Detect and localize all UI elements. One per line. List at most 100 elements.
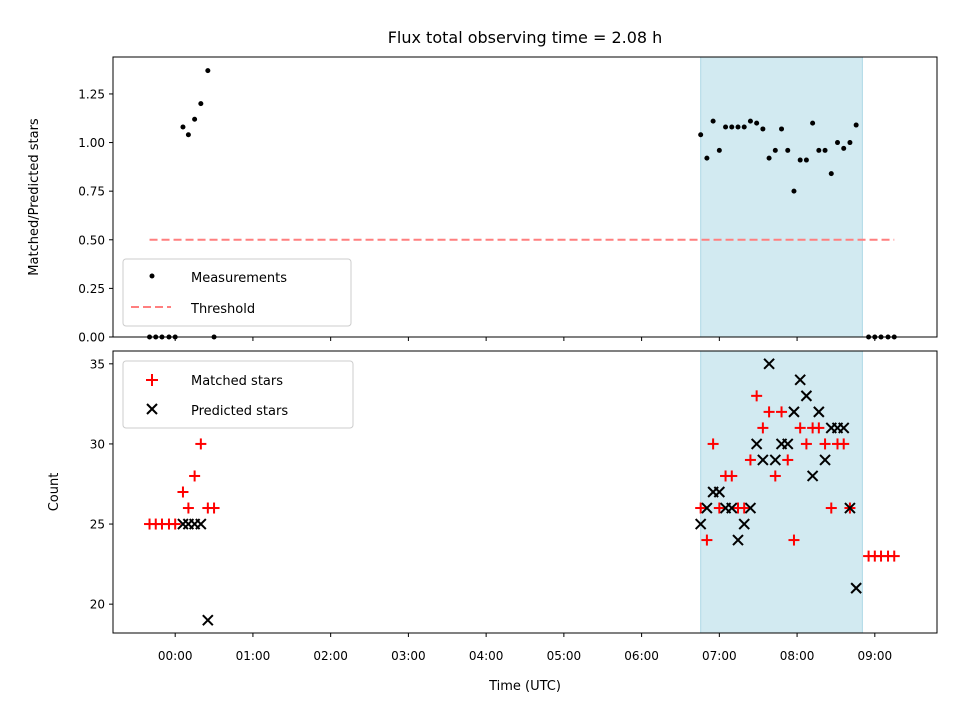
bottom-y-axis-label: Count [47, 473, 62, 512]
predicted-star-point [732, 534, 744, 546]
top-y-tick-label: 1.25 [78, 87, 105, 101]
legend-threshold-label: Threshold [190, 302, 255, 317]
predicted-star-point [744, 502, 757, 514]
matched-star-point [813, 422, 825, 434]
x-tick-label: 04:00 [469, 649, 504, 663]
matched-star-point [189, 470, 201, 482]
predicted-star-point [819, 454, 831, 466]
predicted-star-point [813, 406, 825, 418]
predicted-star-point [763, 358, 775, 370]
predicted-star-point [850, 582, 862, 594]
measurement-point [729, 124, 735, 130]
measurement-point [816, 147, 822, 153]
bottom-observing-window-layer [700, 350, 863, 634]
bottom-legend-box [122, 360, 354, 429]
measurement-point [723, 124, 729, 130]
measurement-point [822, 147, 828, 153]
measurement-point [785, 147, 791, 153]
predicted-star-point [694, 518, 707, 530]
measurement-point [754, 120, 760, 126]
measurement-point [704, 155, 710, 161]
matched-star-point [794, 422, 806, 434]
matched-star-point [182, 502, 194, 514]
measurement-point [192, 116, 198, 122]
legend-predicted-marker [146, 403, 158, 415]
observing-window-span-top [700, 56, 863, 338]
x-tick-label: 09:00 [858, 649, 893, 663]
predicted-star-point [202, 614, 214, 626]
measurement-point [205, 68, 211, 74]
measurement-point [847, 140, 853, 146]
predicted-star-point [806, 470, 819, 482]
x-tick-label: 05:00 [547, 649, 582, 663]
matched-star-point [819, 438, 831, 450]
top-y-axis-label: Matched/Predicted stars [27, 118, 42, 276]
x-tick-label: 08:00 [780, 649, 815, 663]
bottom-y-tick-label: 30 [90, 437, 105, 451]
predicted-star-point [838, 422, 850, 434]
top-y-tick-label: 0.00 [78, 331, 105, 345]
bottom-legend: Matched stars Predicted stars [122, 360, 354, 429]
bottom-x-ticks: 00:00 01:00 02:00 03:00 04:00 05:00 06:00 07:00… [158, 633, 892, 663]
matched-star-point [177, 486, 189, 498]
top-y-tick-label: 0.25 [78, 282, 105, 296]
x-tick-label: 01:00 [236, 649, 271, 663]
top-y-ticks: 0.00 0.25 0.50 0.75 1.00 1.25 [78, 87, 113, 345]
matched-star-point [726, 470, 738, 482]
legend-matched-label: Matched stars [191, 374, 283, 389]
matched-star-point [769, 470, 781, 482]
bottom-y-tick-label: 25 [90, 518, 105, 532]
bottom-axes-frame [112, 350, 938, 634]
matched-star-point [713, 502, 725, 514]
matched-star-point [695, 502, 707, 514]
predicted-star-point [750, 438, 763, 450]
measurement-point [797, 157, 803, 163]
legend-predicted-label: Predicted stars [191, 404, 288, 419]
matched-star-point [763, 406, 775, 418]
measurement-point [841, 145, 847, 151]
matched-star-point [757, 422, 769, 434]
matched-star-point [169, 518, 181, 530]
predicted-star-point [726, 502, 738, 514]
bottom-y-ticks: 20 25 30 35 [90, 357, 113, 612]
predicted-star-point [713, 486, 726, 498]
top-y-tick-label: 1.00 [78, 136, 105, 150]
top-legend: Measurements Threshold [122, 258, 352, 327]
measurement-point [791, 188, 797, 194]
predicted-stars-layer [177, 358, 862, 626]
measurement-point [810, 120, 816, 126]
top-y-tick-label: 0.50 [78, 233, 105, 247]
measurement-point [766, 155, 772, 161]
predicted-star-point [844, 502, 856, 514]
matched-star-point [751, 390, 763, 402]
measurement-point [716, 147, 722, 153]
x-tick-label: 02:00 [313, 649, 348, 663]
predicted-star-point [738, 518, 750, 530]
chart-title: Flux total observing time = 2.08 h [388, 28, 663, 47]
predicted-star-point [794, 374, 806, 386]
matched-stars-layer [144, 390, 900, 562]
top-y-tick-label: 0.75 [78, 185, 105, 199]
top-observing-window-layer [700, 56, 863, 338]
x-tick-label: 07:00 [702, 649, 737, 663]
legend-measurements-label: Measurements [191, 271, 287, 286]
bottom-y-tick-label: 35 [90, 357, 105, 371]
x-tick-label: 00:00 [158, 649, 193, 663]
matched-star-point [195, 438, 207, 450]
predicted-star-point [800, 390, 813, 402]
measurement-point [710, 118, 716, 124]
matched-star-point [738, 502, 750, 514]
measurement-point [779, 126, 785, 132]
matched-star-point [888, 550, 900, 562]
x-tick-label: 03:00 [391, 649, 426, 663]
measurement-point [803, 157, 809, 163]
predicted-star-point [757, 454, 769, 466]
predicted-star-point [195, 518, 207, 530]
matched-star-point [838, 438, 850, 450]
predicted-star-point [782, 438, 794, 450]
legend-measurements-marker [149, 273, 155, 279]
top-legend-box [122, 258, 352, 327]
measurement-point [853, 122, 859, 128]
measurement-point [747, 118, 753, 124]
